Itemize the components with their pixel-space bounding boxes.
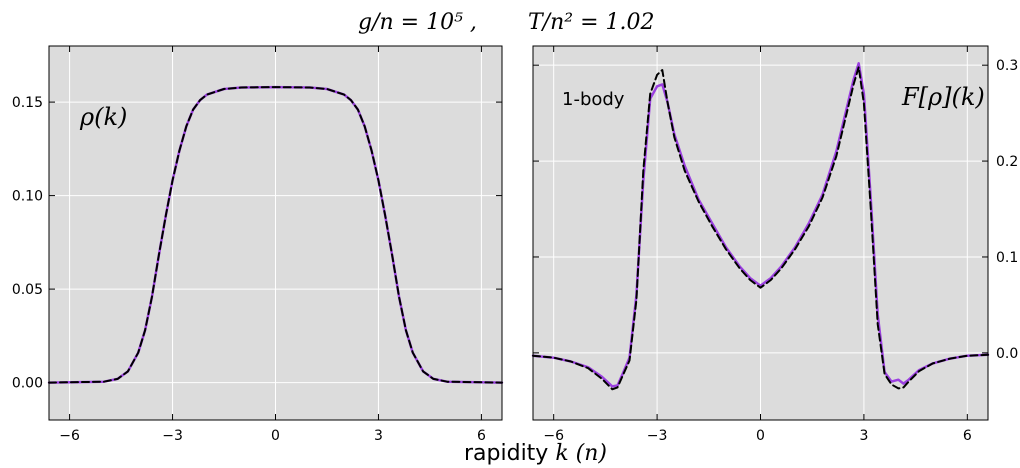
x-tick-label: 6 — [477, 428, 486, 444]
y-tick-label: 0.2 — [996, 154, 1018, 170]
x-tick-label: −3 — [647, 428, 668, 444]
series-line-dashed — [48, 86, 503, 384]
x-axis-label: rapidity k (n) — [464, 441, 607, 466]
x-axis-label-text: rapidity — [464, 441, 555, 466]
x-tick-label: 0 — [756, 428, 765, 444]
right-panel-ticks: −6 −3 0 3 6 0.0 0.1 0.2 0.3 — [533, 46, 1018, 444]
x-tick-label: 6 — [963, 428, 972, 444]
y-tick-label: 0.3 — [996, 58, 1018, 74]
y-tick-label: 0.05 — [12, 282, 43, 298]
right-panel-annotation-F-rho: F[ρ](k) — [901, 83, 985, 111]
x-tick-label: −6 — [543, 428, 564, 444]
left-panel-curves — [47, 85, 504, 384]
right-panel-one-body: −6 −3 0 3 6 0.0 0.1 0.2 0.3 1-body F[ρ](k) — [531, 45, 1018, 444]
y-tick-label: 0.0 — [996, 346, 1018, 362]
x-tick-label: 3 — [859, 428, 868, 444]
left-panel-grid — [49, 46, 502, 420]
y-tick-label: 0.10 — [12, 189, 43, 205]
x-tick-label: −6 — [59, 428, 80, 444]
x-tick-label: −3 — [162, 428, 183, 444]
right-panel-frame — [532, 45, 989, 421]
x-axis-label-math: k (n) — [555, 441, 607, 466]
x-tick-label: 0 — [271, 428, 280, 444]
figure-title-temperature: T/n² = 1.02 — [528, 10, 654, 35]
right-panel-inset-label: 1-body — [562, 89, 625, 110]
series-line-dashed — [532, 66, 989, 391]
figure-title-g-over-n: g/n = 10⁵ , — [358, 10, 477, 35]
y-tick-label: 0.00 — [12, 376, 43, 392]
y-tick-label: 0.15 — [12, 95, 43, 111]
left-panel-ticks: −6 −3 0 3 6 0.00 0.05 0.10 0.15 — [12, 46, 502, 444]
x-tick-label: 3 — [374, 428, 383, 444]
left-panel-annotation-rho: ρ(k) — [79, 103, 127, 131]
left-panel-frame — [48, 45, 503, 421]
left-panel-rho: −6 −3 0 3 6 0.00 0.05 0.10 0.15 ρ(k) — [12, 45, 504, 444]
right-panel-curves — [531, 62, 990, 391]
y-tick-label: 0.1 — [996, 250, 1018, 266]
